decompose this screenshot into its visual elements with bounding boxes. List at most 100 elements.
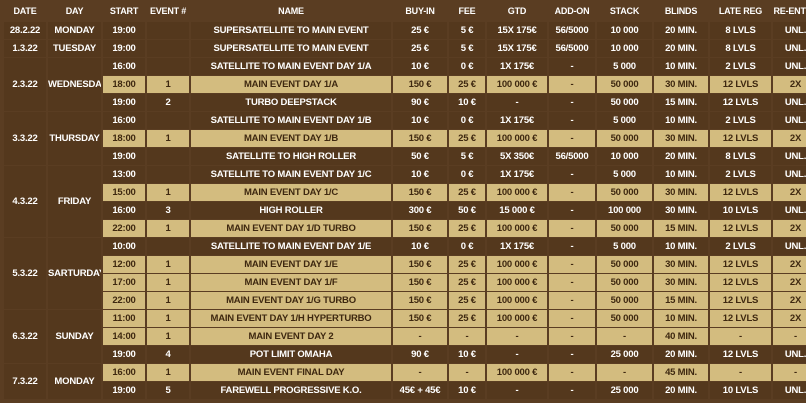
buyin-cell: 10 € — [393, 112, 447, 129]
addon-cell: - — [549, 328, 595, 345]
latereg-cell: 12 LVLS — [710, 130, 771, 147]
addon-cell: - — [549, 58, 595, 75]
addon-cell: 56/5000 — [549, 22, 595, 39]
reentry-cell: UNL. — [773, 112, 806, 129]
addon-cell: 56/5000 — [549, 148, 595, 165]
gtd-cell: 5X 350€ — [487, 148, 547, 165]
latereg-cell: 8 LVLS — [710, 40, 771, 57]
table-row: 19:00 4 POT LIMIT OMAHA 90 €10 € - -25 000 20 … — [4, 346, 806, 363]
blinds-cell: 10 MIN. — [654, 112, 708, 129]
fee-cell: 10 € — [449, 94, 485, 111]
reentry-cell: UNL. — [773, 202, 806, 219]
gtd-cell: 15X 175€ — [487, 22, 547, 39]
fee-cell: 50 € — [449, 202, 485, 219]
reentry-cell: - — [773, 328, 806, 345]
fee-cell: 5 € — [449, 148, 485, 165]
gtd-cell: 100 000 € — [487, 184, 547, 201]
gtd-cell: 1X 175€ — [487, 238, 547, 255]
fee-cell: 0 € — [449, 112, 485, 129]
reentry-cell: 2X — [773, 256, 806, 273]
buyin-cell: - — [393, 328, 447, 345]
gtd-cell: 100 000 € — [487, 292, 547, 309]
stack-cell: 50 000 — [597, 184, 652, 201]
reentry-cell: UNL. — [773, 58, 806, 75]
buyin-cell: 45€ + 45€ — [393, 382, 447, 399]
name-cell: MAIN EVENT DAY 1/D TURBO — [191, 220, 391, 237]
blinds-cell: 10 MIN. — [654, 310, 708, 327]
start-cell: 12:00 — [103, 256, 145, 273]
start-cell: 16:00 — [103, 202, 145, 219]
column-header-buyin: BUY-IN — [393, 1, 447, 21]
stack-cell: - — [597, 364, 652, 381]
table-row: 19:00 2 TURBO DEEPSTACK 90 €10 € - -50 000 15 … — [4, 94, 806, 111]
table-row: 19:00 SATELLITE TO HIGH ROLLER 50 €5 €5X 3… — [4, 148, 806, 165]
fee-cell: 25 € — [449, 310, 485, 327]
event-cell: 1 — [147, 130, 189, 147]
gtd-cell: 15X 175€ — [487, 40, 547, 57]
table-header: DATE DAY START EVENT # NAME BUY-IN FEE GTD ADD-O… — [4, 1, 806, 21]
gtd-cell: 100 000 € — [487, 310, 547, 327]
stack-cell: 50 000 — [597, 274, 652, 291]
buyin-cell: 25 € — [393, 40, 447, 57]
name-cell: MAIN EVENT DAY 1/G TURBO — [191, 292, 391, 309]
start-cell: 16:00 — [103, 112, 145, 129]
fee-cell: 25 € — [449, 292, 485, 309]
stack-cell: 50 000 — [597, 310, 652, 327]
gtd-cell: 100 000 € — [487, 256, 547, 273]
stack-cell: - — [597, 328, 652, 345]
event-cell: 1 — [147, 184, 189, 201]
column-header-day: DAY — [48, 1, 101, 21]
start-cell: 11:00 — [103, 310, 145, 327]
latereg-cell: 2 LVLS — [710, 58, 771, 75]
blinds-cell: 20 MIN. — [654, 346, 708, 363]
table-row: 15:00 1 MAIN EVENT DAY 1/C 150 €25 €100 000… — [4, 184, 806, 201]
table-row: 12:00 1 MAIN EVENT DAY 1/E 150 €25 €100 000… — [4, 256, 806, 273]
date-cell: 1.3.22 — [4, 40, 46, 57]
name-cell: TURBO DEEPSTACK — [191, 94, 391, 111]
fee-cell: 25 € — [449, 130, 485, 147]
stack-cell: 10 000 — [597, 40, 652, 57]
column-header-name: NAME — [191, 1, 391, 21]
gtd-cell: 100 000 € — [487, 130, 547, 147]
table-row: 5.3.22 SARTURDAY 10:00 SATELLITE TO MAIN EV… — [4, 238, 806, 309]
buyin-cell: 90 € — [393, 346, 447, 363]
gtd-cell: 1X 175€ — [487, 112, 547, 129]
day-cell: WEDNESDAY — [48, 58, 101, 111]
gtd-cell: - — [487, 346, 547, 363]
reentry-cell: UNL. — [773, 148, 806, 165]
stack-cell: 50 000 — [597, 256, 652, 273]
latereg-cell: 10 LVLS — [710, 382, 771, 399]
column-header-latereg: LATE REG — [710, 1, 771, 21]
buyin-cell: 10 € — [393, 166, 447, 183]
date-cell: 2.3.22 — [4, 58, 46, 111]
date-cell: 6.3.22 — [4, 310, 46, 363]
stack-cell: 10 000 — [597, 148, 652, 165]
fee-cell: 25 € — [449, 76, 485, 93]
buyin-cell: 150 € — [393, 220, 447, 237]
blinds-cell: 30 MIN. — [654, 184, 708, 201]
fee-cell: 25 € — [449, 184, 485, 201]
table-row: 18:00 1 MAIN EVENT DAY 1/B 150 €25 €100 000… — [4, 130, 806, 147]
day-cell: TUESDAY — [48, 40, 101, 57]
stack-cell: 50 000 — [597, 94, 652, 111]
table-row: 4.3.22 FRIDAY 13:00 SATELLITE TO MAIN EVENT… — [4, 166, 806, 237]
blinds-cell: 30 MIN. — [654, 130, 708, 147]
event-cell — [147, 166, 189, 183]
day-cell: THURSDAY — [48, 112, 101, 165]
date-cell: 3.3.22 — [4, 112, 46, 165]
start-cell: 19:00 — [103, 382, 145, 399]
name-cell: MAIN EVENT DAY 1/E — [191, 256, 391, 273]
event-cell — [147, 148, 189, 165]
buyin-cell: 300 € — [393, 202, 447, 219]
start-cell: 19:00 — [103, 22, 145, 39]
reentry-cell: UNL. — [773, 22, 806, 39]
fee-cell: - — [449, 328, 485, 345]
start-cell: 19:00 — [103, 94, 145, 111]
addon-cell: - — [549, 112, 595, 129]
stack-cell: 5 000 — [597, 112, 652, 129]
addon-cell: - — [549, 274, 595, 291]
table-row: 3.3.22 THURSDAY 16:00 SATELLITE TO MAIN EVE… — [4, 112, 806, 165]
stack-cell: 5 000 — [597, 166, 652, 183]
reentry-cell: 2X — [773, 274, 806, 291]
blinds-cell: 30 MIN. — [654, 202, 708, 219]
